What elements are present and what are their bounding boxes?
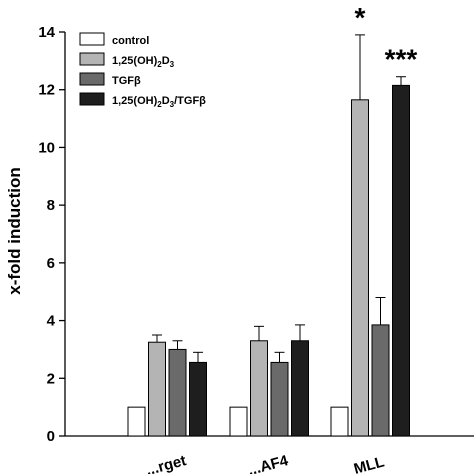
x-tick-label: ...AF4 — [246, 452, 290, 474]
legend-swatch — [79, 72, 105, 86]
x-tick-label: MLL — [352, 453, 386, 474]
legend-swatch — [79, 52, 105, 66]
legend-label: TGFβ — [112, 75, 141, 87]
y-axis-label: x-fold induction — [5, 167, 24, 294]
y-tick-label: 8 — [47, 197, 55, 214]
bars-layer: ...rget ...AF4 MLL**** — [127, 2, 418, 474]
x-tick-label: ...rget — [144, 452, 188, 474]
bar — [127, 406, 146, 437]
bar — [148, 341, 166, 437]
legend-label: 1,25(OH)2D3/TGFβ — [112, 95, 206, 109]
legend-label: control — [112, 35, 149, 47]
bar — [371, 324, 390, 437]
bar — [250, 340, 268, 437]
legend-swatch — [79, 32, 105, 46]
bar — [168, 348, 187, 437]
significance-marker: *** — [385, 44, 418, 75]
bar — [270, 361, 289, 437]
legend-label: 1,25(OH)2D3 — [112, 55, 175, 69]
bar — [330, 406, 349, 437]
bar — [229, 406, 248, 437]
significance-marker: * — [355, 2, 366, 33]
bar — [291, 340, 309, 437]
y-tick-label: 10 — [38, 139, 55, 156]
legend: control 1,25(OH)2D3 TGFβ 1,25(OH)2D3/TGFβ — [79, 32, 206, 109]
bar — [392, 84, 410, 437]
bar — [351, 99, 369, 437]
y-tick-label: 2 — [47, 370, 55, 387]
y-tick-label: 12 — [38, 82, 55, 99]
y-tick-label: 0 — [47, 428, 55, 445]
legend-swatch — [79, 92, 105, 106]
bar — [189, 361, 207, 437]
y-tick-label: 14 — [38, 24, 55, 41]
y-tick-label: 6 — [47, 255, 55, 272]
y-tick-label: 4 — [47, 313, 56, 330]
